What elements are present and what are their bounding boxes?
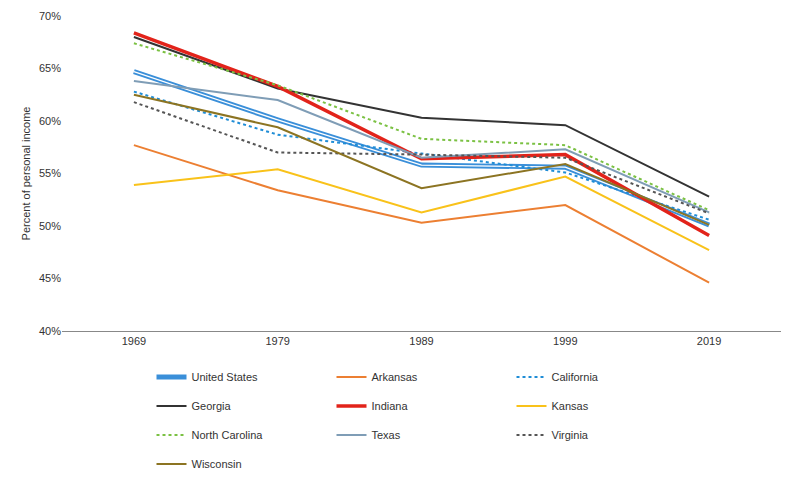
svg-text:Indiana: Indiana	[372, 400, 409, 412]
svg-text:40%: 40%	[39, 325, 61, 337]
svg-text:2019: 2019	[697, 335, 721, 347]
svg-text:1969: 1969	[122, 335, 146, 347]
svg-text:60%: 60%	[39, 115, 61, 127]
svg-text:Texas: Texas	[372, 429, 401, 441]
svg-text:North Carolina: North Carolina	[192, 429, 264, 441]
svg-text:Kansas: Kansas	[552, 400, 589, 412]
svg-text:Percent of personal income: Percent of personal income	[20, 107, 32, 241]
svg-text:55%: 55%	[39, 167, 61, 179]
svg-text:Virginia: Virginia	[552, 429, 589, 441]
svg-text:45%: 45%	[39, 272, 61, 284]
svg-text:70%: 70%	[39, 10, 61, 22]
svg-text:65%: 65%	[39, 62, 61, 74]
svg-text:Georgia: Georgia	[192, 400, 232, 412]
svg-text:1989: 1989	[409, 335, 433, 347]
svg-text:1979: 1979	[265, 335, 289, 347]
svg-text:California: California	[552, 371, 599, 383]
svg-text:Wisconsin: Wisconsin	[192, 458, 242, 470]
svg-text:50%: 50%	[39, 220, 61, 232]
svg-text:United States: United States	[192, 371, 259, 383]
svg-text:Arkansas: Arkansas	[372, 371, 418, 383]
svg-text:1999: 1999	[553, 335, 577, 347]
